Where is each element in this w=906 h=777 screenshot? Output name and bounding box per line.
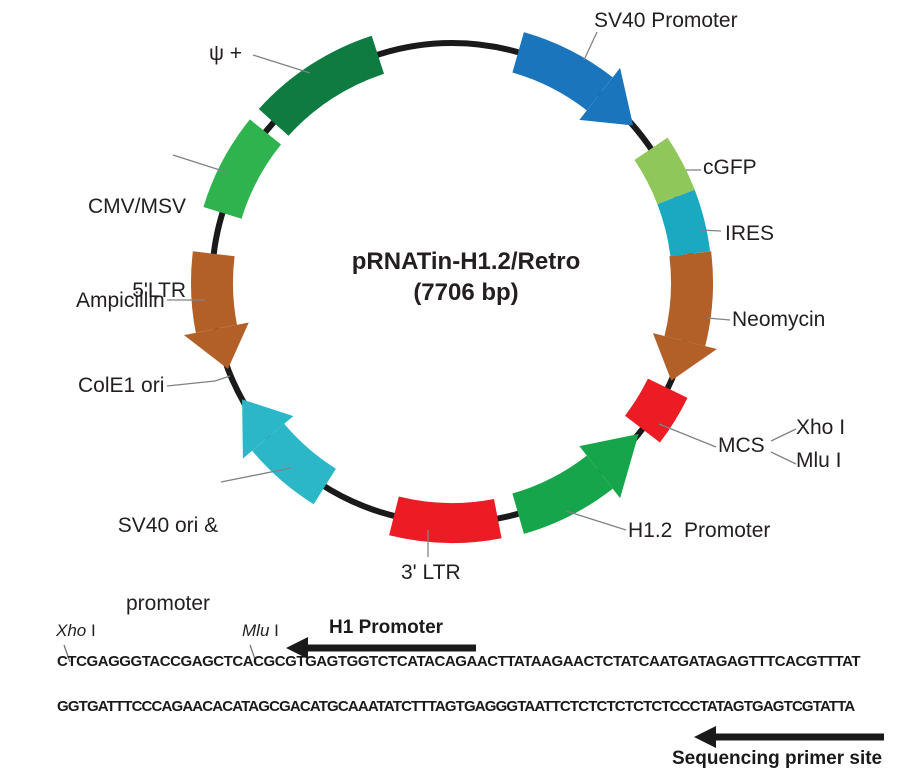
xho-sequence-label: Xho I [56,621,96,640]
h1-2-promoter-label: H1.2 Promoter [628,519,771,542]
sv40-promoter-leader [583,31,598,61]
cgfp-label: cGFP [703,156,757,179]
sv40-ori-leader [220,467,292,483]
ampicillin-segment [190,251,237,333]
h1-2-promoter-segment [512,455,613,534]
h1-2-promoter-leader [565,510,627,531]
sv40-ori-segment [252,423,336,505]
xho-site-tick [63,644,71,663]
sequencing-primer-caption: Sequencing primer site [672,748,883,769]
3-ltr-segment [389,496,502,543]
mlu-sequence-label: Mlu I [242,621,279,640]
mcs-leader [658,423,717,448]
sv40-promoter-arrowhead-icon [579,67,634,126]
psi-label: ψ + [209,42,243,65]
ires-leader [699,229,722,232]
neomycin-segment [664,251,714,347]
mlu-site-tick [249,644,257,663]
h1-promoter-arrowhead-icon [286,637,308,659]
cgfp-segment [634,137,695,205]
ires-segment [657,189,711,257]
neomycin-leader [706,317,731,321]
sequence-line-2: GGTGATTTCCCAGAACACATAGCGACATGCAAATATCTTT… [57,698,855,715]
sequencing-primer-arrowhead-icon [694,726,716,748]
neomycin-arrowhead-icon [652,333,717,381]
plasmid-title: pRNATin-H1.2/Retro (7706 bp) [337,246,595,308]
psi-segment [258,35,384,136]
mcs-label: MCS [718,434,765,457]
sv40-ori-label: SV40 ori & promoter [117,514,219,615]
sv40-promoter-label: SV40 Promoter [594,9,738,32]
mcs-segment [625,378,688,443]
h1-promoter-caption: H1 Promoter [329,617,444,638]
sv40-ori-arrowhead-icon [242,399,294,459]
cmv-msv-5ltr-segment [203,119,281,219]
mcs-xho-leader [770,428,797,442]
neomycin-label: Neomycin [732,308,826,331]
cole1-ori-label: ColE1 ori [78,374,165,397]
h1-2-promoter-arrowhead-icon [579,434,639,499]
cmv-leader [172,154,227,173]
mcs-mlu-leader [770,451,797,465]
cmv-msv-5ltr-label: CMV/MSV 5'LTR [87,195,186,302]
sequence-line-1: CTCGAGGGTACCGAGCTCACGCGTGAGTGGTCTCATACAG… [57,653,861,670]
3-ltr-label: 3' LTR [401,561,461,584]
ampicillin-label: Ampicillin [76,289,165,312]
leader-lines-layer [166,31,797,557]
sequence-panel-graphics [63,637,884,748]
plasmid-name: pRNATin-H1.2/Retro [351,248,581,275]
mlu-site-label: Mlu I [796,449,842,472]
plasmid-size: (7706 bp) [413,279,519,306]
cole1-leader [166,375,231,387]
sv40-promoter-segment [512,32,613,111]
psi-leader [252,54,311,74]
xho-site-label: Xho I [796,416,846,439]
ires-label: IRES [725,222,775,245]
ampicillin-arrowhead-icon [184,322,249,369]
feature-segments-layer [184,32,717,543]
